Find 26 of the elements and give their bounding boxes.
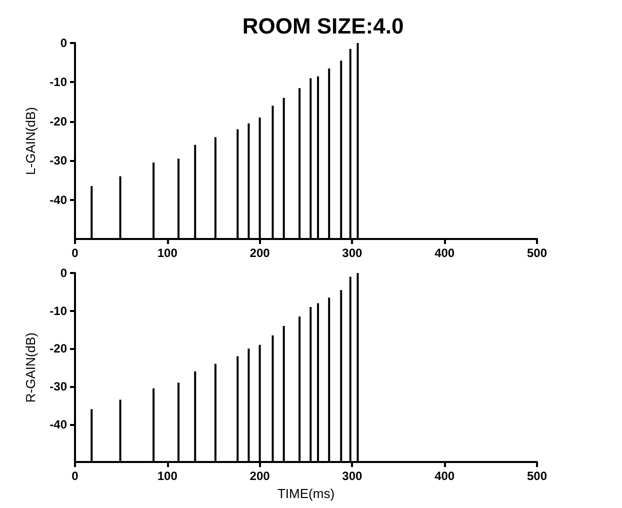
- y-axis-title: R-GAIN(dB): [23, 332, 38, 403]
- chart-title: ROOM SIZE:4.0: [242, 14, 404, 38]
- y-tick-label: -20: [50, 342, 68, 356]
- x-tick-label: 400: [434, 246, 455, 260]
- y-tick-label: -30: [50, 154, 68, 168]
- x-tick-label: 300: [342, 246, 363, 260]
- y-tick-label: -10: [50, 304, 68, 318]
- x-tick-label: 500: [526, 469, 548, 484]
- x-tick-label: 400: [434, 469, 455, 484]
- x-axis-title: TIME(ms): [277, 486, 335, 501]
- x-tick-label: 200: [250, 246, 270, 260]
- y-tick-label: 0: [60, 36, 68, 50]
- x-tick-label: 500: [526, 246, 548, 260]
- y-tick-label: -30: [50, 379, 68, 394]
- y-tick-label: -10: [50, 75, 68, 90]
- x-tick-label: 0: [72, 246, 79, 260]
- x-tick-label: 300: [342, 469, 363, 484]
- x-tick-label: 100: [157, 246, 178, 260]
- y-tick-label: -40: [50, 417, 68, 432]
- x-tick-label: 0: [72, 469, 79, 484]
- x-tick-label: 200: [250, 469, 270, 484]
- y-tick-label: -20: [50, 114, 68, 128]
- y-tick-label: 0: [60, 266, 68, 280]
- y-tick-label: -40: [50, 192, 68, 207]
- y-axis-title: L-GAIN(dB): [23, 107, 38, 175]
- x-tick-label: 100: [157, 469, 178, 484]
